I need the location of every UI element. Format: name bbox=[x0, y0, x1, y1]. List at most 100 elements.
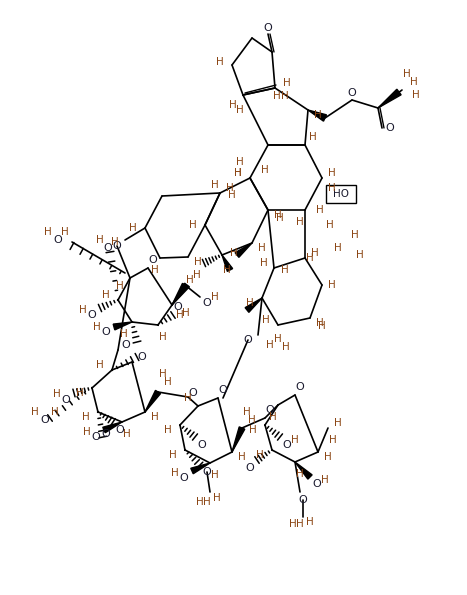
Text: H: H bbox=[96, 235, 104, 245]
Text: H: H bbox=[234, 168, 242, 178]
Text: H: H bbox=[186, 275, 194, 285]
Text: H: H bbox=[76, 388, 84, 398]
Text: H: H bbox=[356, 250, 364, 260]
Text: H: H bbox=[211, 470, 219, 480]
Text: H: H bbox=[79, 305, 87, 315]
Text: O: O bbox=[312, 479, 321, 489]
Text: O: O bbox=[386, 123, 394, 133]
Polygon shape bbox=[222, 255, 233, 271]
Text: H: H bbox=[129, 223, 137, 233]
Text: H: H bbox=[296, 217, 304, 227]
Text: H: H bbox=[171, 468, 179, 478]
Text: H: H bbox=[238, 452, 246, 462]
Text: O: O bbox=[189, 388, 198, 398]
Text: H: H bbox=[289, 519, 297, 529]
Text: H: H bbox=[282, 342, 290, 352]
Text: O: O bbox=[244, 335, 252, 345]
Polygon shape bbox=[378, 89, 401, 108]
Text: H: H bbox=[326, 220, 334, 230]
Text: H: H bbox=[311, 248, 319, 258]
Text: H: H bbox=[229, 100, 237, 110]
Text: O: O bbox=[104, 243, 113, 253]
FancyBboxPatch shape bbox=[326, 185, 356, 203]
Polygon shape bbox=[232, 427, 245, 452]
Text: H: H bbox=[306, 517, 314, 527]
Polygon shape bbox=[245, 298, 262, 312]
Text: H: H bbox=[410, 77, 418, 87]
Text: H: H bbox=[243, 407, 251, 417]
Text: H: H bbox=[296, 519, 304, 529]
Text: H: H bbox=[226, 183, 234, 193]
Text: H: H bbox=[159, 369, 167, 379]
Text: H: H bbox=[260, 258, 268, 268]
Text: H: H bbox=[176, 310, 184, 320]
Polygon shape bbox=[235, 243, 252, 258]
Text: H: H bbox=[291, 435, 299, 445]
Text: O: O bbox=[102, 429, 110, 439]
Text: H: H bbox=[281, 91, 289, 101]
Text: O: O bbox=[116, 425, 124, 435]
Text: H: H bbox=[31, 407, 39, 417]
Text: H: H bbox=[321, 475, 329, 485]
Text: O: O bbox=[203, 467, 212, 477]
Text: H: H bbox=[102, 290, 110, 300]
Text: H: H bbox=[316, 205, 324, 215]
Text: H: H bbox=[189, 220, 197, 230]
Text: O: O bbox=[198, 440, 206, 450]
Polygon shape bbox=[172, 283, 188, 305]
Text: H: H bbox=[164, 425, 172, 435]
Text: O: O bbox=[62, 395, 71, 405]
Text: O: O bbox=[121, 340, 130, 350]
Text: H: H bbox=[318, 321, 326, 331]
Text: H: H bbox=[328, 183, 336, 193]
Polygon shape bbox=[103, 422, 122, 433]
Text: H: H bbox=[334, 418, 342, 428]
Text: H: H bbox=[273, 91, 281, 101]
Polygon shape bbox=[172, 283, 190, 305]
Text: H: H bbox=[211, 292, 219, 302]
Text: H: H bbox=[283, 78, 291, 88]
Text: O: O bbox=[283, 440, 291, 450]
Text: H: H bbox=[194, 257, 202, 267]
Text: H: H bbox=[164, 377, 172, 387]
Text: H: H bbox=[274, 210, 282, 220]
Text: H: H bbox=[234, 168, 242, 178]
Text: H: H bbox=[296, 469, 304, 479]
Text: H: H bbox=[328, 280, 336, 290]
Text: O: O bbox=[174, 302, 183, 312]
Text: H: H bbox=[228, 190, 236, 200]
Text: O: O bbox=[41, 415, 50, 425]
Text: H: H bbox=[96, 360, 104, 370]
Text: O: O bbox=[266, 405, 275, 415]
Text: O: O bbox=[298, 495, 307, 505]
Text: H: H bbox=[123, 429, 131, 439]
Text: H: H bbox=[276, 213, 284, 223]
Text: O: O bbox=[180, 473, 188, 483]
Polygon shape bbox=[145, 390, 161, 412]
Text: O: O bbox=[138, 352, 146, 362]
Text: HO: HO bbox=[333, 189, 349, 199]
Text: H: H bbox=[256, 450, 264, 460]
Text: H: H bbox=[53, 389, 61, 399]
Text: O: O bbox=[219, 385, 227, 395]
Polygon shape bbox=[295, 462, 312, 479]
Text: H: H bbox=[213, 493, 221, 503]
Text: H: H bbox=[249, 425, 257, 435]
Text: H: H bbox=[269, 412, 277, 422]
Text: H: H bbox=[316, 318, 324, 328]
Text: O: O bbox=[54, 235, 63, 245]
Text: H: H bbox=[159, 332, 167, 342]
Text: H: H bbox=[351, 230, 359, 240]
Polygon shape bbox=[191, 463, 210, 474]
Text: H: H bbox=[309, 132, 317, 142]
Text: O: O bbox=[149, 255, 157, 265]
Text: O: O bbox=[92, 432, 100, 442]
Text: O: O bbox=[88, 310, 96, 320]
Text: H: H bbox=[334, 243, 342, 253]
Text: H: H bbox=[412, 90, 420, 100]
Text: O: O bbox=[296, 382, 304, 392]
Text: H: H bbox=[44, 227, 52, 237]
Text: H: H bbox=[51, 407, 59, 417]
Text: H: H bbox=[223, 265, 231, 275]
Text: H: H bbox=[306, 253, 314, 263]
